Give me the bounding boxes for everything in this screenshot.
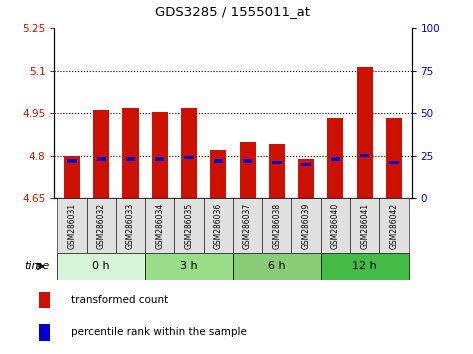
FancyBboxPatch shape xyxy=(145,253,233,280)
Bar xyxy=(357,67,373,198)
FancyBboxPatch shape xyxy=(87,198,116,253)
Text: time: time xyxy=(25,261,50,272)
FancyBboxPatch shape xyxy=(233,253,321,280)
Text: GSM286035: GSM286035 xyxy=(184,202,193,249)
Bar xyxy=(39,324,50,341)
Text: GSM286041: GSM286041 xyxy=(360,202,369,249)
FancyBboxPatch shape xyxy=(145,198,175,253)
FancyBboxPatch shape xyxy=(57,198,87,253)
Bar xyxy=(269,144,285,198)
Text: GSM286039: GSM286039 xyxy=(302,202,311,249)
Bar xyxy=(126,158,135,161)
Bar xyxy=(67,159,77,162)
Bar xyxy=(96,158,106,161)
Bar xyxy=(239,142,255,198)
Bar xyxy=(272,161,281,164)
Bar xyxy=(327,118,343,198)
Bar xyxy=(298,159,314,198)
Text: GSM286038: GSM286038 xyxy=(272,202,281,249)
Text: percentile rank within the sample: percentile rank within the sample xyxy=(71,327,247,337)
Text: 3 h: 3 h xyxy=(180,261,198,272)
Bar xyxy=(386,118,402,198)
FancyBboxPatch shape xyxy=(321,198,350,253)
Text: 6 h: 6 h xyxy=(268,261,286,272)
Text: GSM286042: GSM286042 xyxy=(389,202,398,249)
Bar xyxy=(360,154,369,158)
Bar xyxy=(243,159,252,162)
Bar xyxy=(123,108,139,198)
FancyBboxPatch shape xyxy=(57,253,145,280)
Text: 12 h: 12 h xyxy=(352,261,377,272)
Bar xyxy=(39,292,50,308)
Text: GSM286031: GSM286031 xyxy=(68,202,77,249)
Text: GSM286036: GSM286036 xyxy=(214,202,223,249)
Bar xyxy=(214,159,223,162)
Bar xyxy=(93,110,109,198)
Text: transformed count: transformed count xyxy=(71,295,168,305)
FancyBboxPatch shape xyxy=(262,198,291,253)
FancyBboxPatch shape xyxy=(204,198,233,253)
FancyBboxPatch shape xyxy=(175,198,204,253)
FancyBboxPatch shape xyxy=(291,198,321,253)
Text: GSM286037: GSM286037 xyxy=(243,202,252,249)
Bar xyxy=(389,161,399,164)
Bar xyxy=(181,108,197,198)
Bar xyxy=(64,156,80,198)
Bar xyxy=(301,162,311,166)
FancyBboxPatch shape xyxy=(116,198,145,253)
Text: GSM286040: GSM286040 xyxy=(331,202,340,249)
Bar xyxy=(155,158,165,161)
Text: GSM286034: GSM286034 xyxy=(155,202,164,249)
FancyBboxPatch shape xyxy=(350,198,379,253)
Bar xyxy=(152,112,168,198)
Bar xyxy=(210,150,227,198)
Bar xyxy=(331,158,340,161)
FancyBboxPatch shape xyxy=(321,253,409,280)
Text: GSM286033: GSM286033 xyxy=(126,202,135,249)
Text: GSM286032: GSM286032 xyxy=(97,202,106,249)
FancyBboxPatch shape xyxy=(379,198,409,253)
Text: 0 h: 0 h xyxy=(92,261,110,272)
FancyBboxPatch shape xyxy=(233,198,262,253)
Bar xyxy=(184,156,194,159)
Text: GDS3285 / 1555011_at: GDS3285 / 1555011_at xyxy=(156,5,310,18)
